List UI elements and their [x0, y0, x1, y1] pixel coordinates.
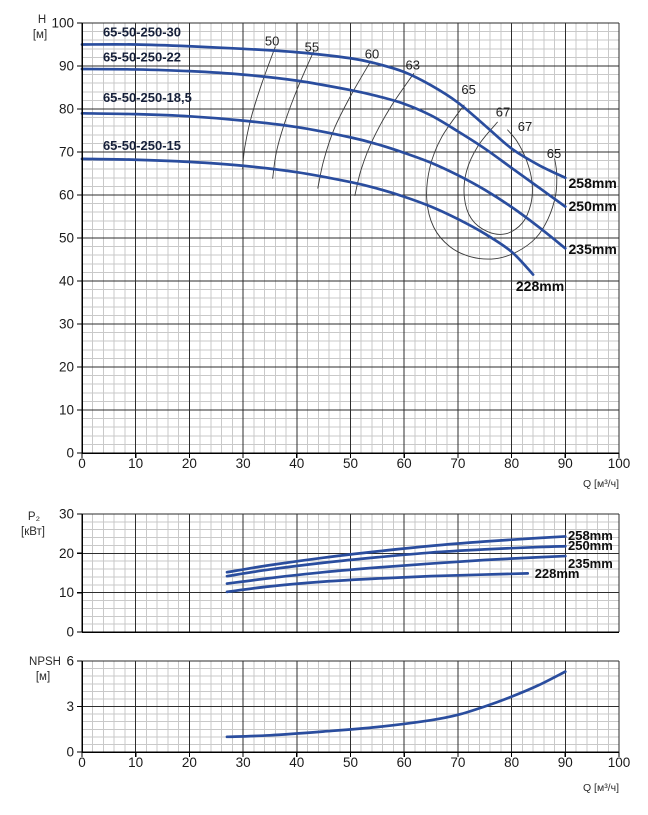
head-curve-228mm: [80, 157, 535, 276]
x-tick-label: 30: [236, 755, 251, 770]
p2-y-axis-title: P₂: [28, 511, 40, 523]
y-tick-label: 100: [51, 16, 74, 31]
x-tick-label: 0: [78, 456, 86, 471]
diameter-label: 258mm: [569, 175, 617, 191]
diameter-label: 250mm: [569, 198, 617, 214]
y-tick-label: 60: [59, 188, 74, 203]
p2-curve-250mm: [225, 544, 567, 578]
model-label: 65-50-250-15: [103, 138, 181, 153]
x-tick-label: 70: [450, 755, 465, 770]
efficiency-contour-60: [317, 60, 372, 189]
model-label: 65-50-250-22: [103, 50, 181, 65]
diameter-label: 258mm: [568, 528, 613, 543]
x-tick-label: 70: [450, 456, 465, 471]
efficiency-contour-67: [463, 121, 533, 235]
x-tick-label: 10: [128, 456, 143, 471]
x-tick-label: 40: [289, 755, 304, 770]
x-tick-label: 90: [558, 456, 573, 471]
x-tick-label: 40: [289, 456, 304, 471]
p2-y-axis-unit: [кВт]: [21, 526, 45, 538]
x-tick-label: 90: [558, 755, 573, 770]
x-tick-label: 30: [236, 456, 251, 471]
efficiency-label-55: 55: [305, 39, 319, 54]
head-major-grid: [81, 22, 620, 454]
y-tick-label: 10: [59, 585, 74, 600]
x-tick-label: 20: [182, 456, 197, 471]
y-tick-label: 0: [66, 446, 74, 461]
x-tick-label: 80: [504, 755, 519, 770]
y-tick-label: 20: [59, 360, 74, 375]
efficiency-label-65: 65: [461, 82, 475, 97]
efficiency-contour-55: [272, 50, 315, 179]
npsh-y-axis-unit: [м]: [36, 671, 50, 683]
p2-curve-258mm: [225, 535, 567, 574]
x-tick-label: 100: [608, 755, 631, 770]
diameter-label: 228mm: [535, 566, 580, 581]
npsh-curve-NPSH: [225, 670, 567, 739]
x-tick-label: 60: [397, 755, 412, 770]
efficiency-label-50: 50: [265, 33, 279, 48]
p2-curve-235mm: [225, 554, 567, 585]
y-tick-label: 50: [59, 231, 74, 246]
y-tick-label: 10: [59, 403, 74, 418]
diameter-label: 250mm: [568, 538, 613, 553]
x-tick-label: 0: [78, 755, 86, 770]
x-tick-label: 20: [182, 755, 197, 770]
efficiency-label-60: 60: [365, 46, 379, 61]
efficiency-label-65: 65: [547, 146, 561, 161]
y-tick-label: 6: [66, 654, 74, 669]
efficiency-label-63: 63: [406, 57, 420, 72]
p2-curve-228mm: [225, 572, 530, 594]
y-tick-label: 0: [66, 745, 74, 760]
head-curve-235mm: [80, 111, 567, 250]
npsh-y-axis-title: NPSH: [29, 656, 61, 668]
head-curve-250mm: [80, 67, 567, 208]
y-tick-label: 30: [59, 317, 74, 332]
p2-axes: [81, 514, 619, 633]
y-tick-label: 90: [59, 59, 74, 74]
efficiency-contour-65: [426, 104, 558, 260]
head-y-axis-unit: [м]: [33, 29, 47, 41]
x-tick-label: 50: [343, 456, 358, 471]
efficiency-contour-50: [242, 46, 276, 170]
efficiency-contour-63: [354, 73, 415, 196]
efficiency-label-67: 67: [496, 105, 510, 120]
diameter-label: 228mm: [516, 278, 564, 294]
x-tick-label: 50: [343, 755, 358, 770]
y-tick-label: 80: [59, 102, 74, 117]
y-tick-label: 3: [66, 699, 74, 714]
x-axis-title: Q [м³/ч]: [583, 478, 619, 490]
y-tick-label: 40: [59, 274, 74, 289]
diameter-label: 235mm: [568, 556, 613, 571]
x-tick-label: 100: [608, 456, 631, 471]
y-tick-label: 30: [59, 507, 74, 522]
y-tick-label: 0: [66, 625, 74, 640]
y-tick-label: 20: [59, 546, 74, 561]
model-label: 65-50-250-30: [103, 24, 181, 39]
head-y-axis-title: H: [38, 14, 46, 26]
efficiency-label-67: 67: [518, 119, 532, 134]
model-label: 65-50-250-18,5: [103, 90, 192, 105]
head-chart: 50 55 60 63 65 67 67 65 65-50-250-30 65-50-250-22…: [33, 14, 630, 490]
diameter-label: 235mm: [569, 241, 617, 257]
y-tick-label: 70: [59, 145, 74, 160]
x-tick-label: 10: [128, 755, 143, 770]
x-axis-title: Q [м³/ч]: [583, 782, 619, 794]
x-tick-label: 60: [397, 456, 412, 471]
x-tick-label: 80: [504, 456, 519, 471]
head-curve-258mm: [80, 43, 567, 180]
npsh-major-grid: [81, 660, 620, 753]
